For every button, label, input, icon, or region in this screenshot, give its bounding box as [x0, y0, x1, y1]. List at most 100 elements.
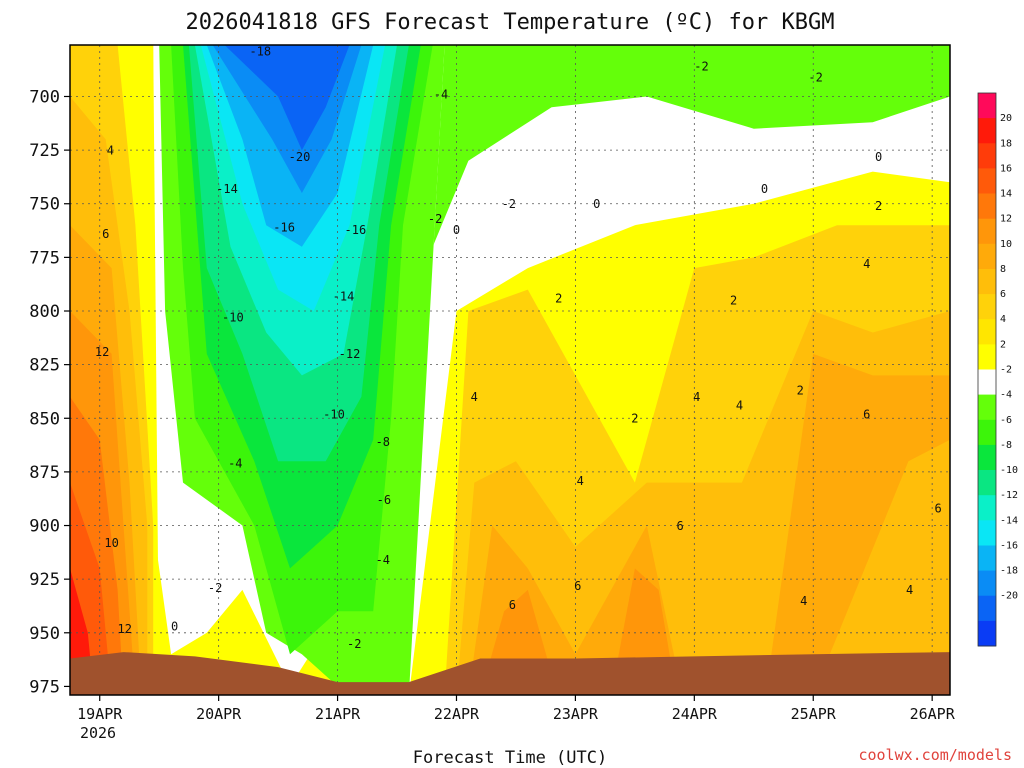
x-tick-label: 20APR — [196, 705, 242, 723]
colorbar-swatch — [978, 319, 996, 345]
contour-label: 0 — [875, 150, 882, 164]
contour-label: 10 — [104, 536, 118, 550]
colorbar-swatch — [978, 444, 996, 471]
contour-label: -14 — [333, 289, 355, 303]
colorbar-swatch — [978, 168, 996, 194]
colorbar-label: 18 — [1000, 138, 1012, 149]
colorbar-swatch — [978, 193, 996, 220]
colorbar-swatch — [978, 344, 996, 370]
contour-label: 6 — [509, 598, 516, 612]
contour-label: 4 — [736, 399, 743, 413]
y-tick-label: 800 — [29, 302, 60, 322]
colorbar-label: -6 — [1000, 415, 1012, 426]
y-tick-label: 925 — [29, 570, 60, 590]
contour-label: 4 — [906, 583, 913, 597]
colorbar-swatch — [978, 595, 996, 622]
contour-label: -4 — [376, 553, 390, 567]
region-near-zero — [408, 45, 950, 695]
colorbar-label: -14 — [1000, 515, 1018, 526]
colorbar-label: -12 — [1000, 490, 1018, 501]
colorbar-swatch — [978, 143, 996, 169]
contour-label: -2 — [694, 60, 708, 74]
contour-label: -6 — [377, 493, 391, 507]
contour-label: 6 — [102, 227, 109, 241]
terrain-surface — [70, 652, 950, 695]
x-tick-label: 26APR — [910, 705, 956, 723]
contour-label: -2 — [428, 212, 442, 226]
contour-label: 2 — [631, 412, 638, 426]
colorbar-swatch — [978, 470, 996, 496]
x-tick-label: 24APR — [672, 705, 718, 723]
x-axis-title: Forecast Time (UTC) — [413, 748, 607, 768]
colorbar-label: 4 — [1000, 314, 1006, 325]
colorbar-swatch — [978, 419, 996, 446]
contour-label: 12 — [95, 345, 109, 359]
y-tick-label: 875 — [29, 463, 60, 483]
y-tick-label: 700 — [29, 87, 60, 107]
contour-label: 4 — [693, 390, 700, 404]
y-tick-label: 950 — [29, 624, 60, 644]
colorbar-label: -18 — [1000, 566, 1018, 577]
contour-label: 2 — [875, 199, 882, 213]
colorbar-swatch — [978, 269, 996, 295]
colorbar-swatch — [978, 369, 996, 396]
x-year-label: 2026 — [80, 724, 116, 742]
colorbar-label: 14 — [1000, 189, 1012, 200]
contour-label: 2 — [730, 294, 737, 308]
contour-label: -20 — [289, 150, 311, 164]
contour-label: 4 — [863, 257, 870, 271]
contour-label: -2 — [808, 71, 822, 85]
credit-link[interactable]: coolwx.com/models — [858, 746, 1012, 764]
colorbar: 20 18 16 14 12 10 8 6 4 2 -2 -4 -6 -8 -10 -12 -14 -16 -18 -… — [977, 92, 1018, 647]
y-tick-label: 750 — [29, 195, 60, 215]
contour-label: 4 — [800, 594, 807, 608]
colorbar-label: 10 — [1000, 239, 1012, 250]
plot-frame — [69, 44, 951, 696]
y-tick-label: 900 — [29, 517, 60, 537]
y-axis: 700 725 750 775 800 825 850 875 900 925 950 975 — [29, 87, 70, 697]
colorbar-label: -16 — [1000, 541, 1018, 552]
y-tick-label: 825 — [29, 356, 60, 376]
x-tick-label: 21APR — [315, 705, 361, 723]
x-tick-label: 19APR — [77, 705, 123, 723]
y-tick-label: 850 — [29, 409, 60, 429]
colorbar-label: -10 — [1000, 465, 1018, 476]
colorbar-label: 12 — [1000, 214, 1012, 225]
colorbar-swatch — [978, 93, 996, 119]
contour-label: 4 — [107, 143, 114, 157]
contour-label: 6 — [574, 579, 581, 593]
contour-label: -10 — [222, 311, 244, 325]
contour-label: -18 — [249, 45, 271, 59]
colorbar-label: 20 — [1000, 113, 1012, 124]
x-tick-label: 23APR — [553, 705, 599, 723]
contour-labels: -18-20-14-16 -16-14-12-10-10-8-6-4-4-4-2-… — [95, 45, 942, 651]
contour-label: -2 — [347, 637, 361, 651]
colorbar-swatch — [978, 495, 996, 521]
contour-label: -4 — [228, 457, 242, 471]
x-tick-label: 25APR — [791, 705, 837, 723]
contour-label: 6 — [676, 519, 683, 533]
contour-label: -8 — [376, 435, 390, 449]
colorbar-swatch — [978, 545, 996, 572]
contour-label: 0 — [171, 620, 178, 634]
contour-label: -12 — [339, 347, 361, 361]
colorbar-label: 8 — [1000, 264, 1006, 275]
contour-label: -4 — [434, 88, 448, 102]
x-tick-label: 22APR — [434, 705, 480, 723]
contour-label: 2 — [555, 291, 562, 305]
colorbar-label: -8 — [1000, 440, 1012, 451]
colorbar-label: 16 — [1000, 163, 1012, 174]
contour-label: 12 — [117, 622, 131, 636]
region-east-8b — [765, 353, 950, 695]
contour-label: 0 — [761, 182, 768, 196]
y-tick-label: 775 — [29, 248, 60, 268]
contour-label: -16 — [273, 221, 295, 235]
colorbar-swatch — [978, 294, 996, 320]
colorbar-label: -20 — [1000, 591, 1018, 602]
contour-label: 6 — [863, 407, 870, 421]
colorbar-swatch — [978, 394, 996, 421]
contour-label: 2 — [797, 384, 804, 398]
contour-label: 4 — [577, 474, 584, 488]
x-axis: 19APR 20APR 21APR 22APR 23APR 24APR 25APR 26APR — [77, 695, 956, 723]
